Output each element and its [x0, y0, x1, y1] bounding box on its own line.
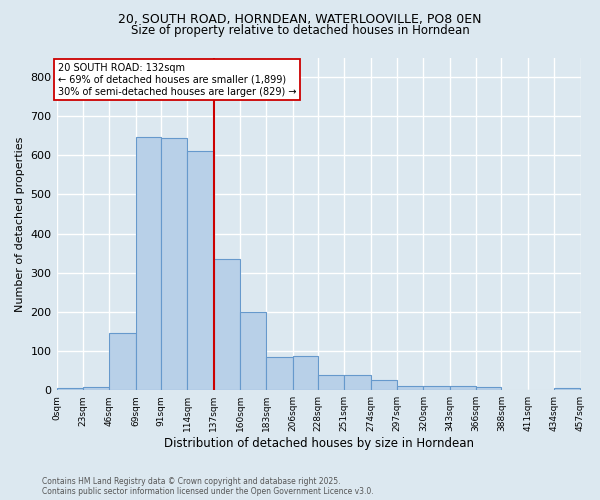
Bar [450, 386, 476, 390]
Bar [187, 150, 214, 390]
Bar [554, 388, 580, 390]
Text: 20 SOUTH ROAD: 132sqm
← 69% of detached houses are smaller (1,899)
30% of semi-d: 20 SOUTH ROAD: 132sqm ← 69% of detached … [58, 64, 296, 96]
Bar [344, 376, 371, 390]
Bar [293, 356, 318, 390]
X-axis label: Distribution of detached houses by size in Horndean: Distribution of detached houses by size … [164, 437, 473, 450]
Y-axis label: Number of detached properties: Number of detached properties [15, 136, 25, 312]
Bar [56, 388, 83, 390]
Bar [83, 387, 109, 390]
Bar [136, 136, 161, 390]
Text: Contains HM Land Registry data © Crown copyright and database right 2025.
Contai: Contains HM Land Registry data © Crown c… [42, 476, 374, 496]
Bar [214, 259, 240, 390]
Bar [161, 138, 187, 390]
Text: Size of property relative to detached houses in Horndean: Size of property relative to detached ho… [131, 24, 469, 37]
Bar [266, 357, 293, 390]
Text: 20, SOUTH ROAD, HORNDEAN, WATERLOOVILLE, PO8 0EN: 20, SOUTH ROAD, HORNDEAN, WATERLOOVILLE,… [118, 12, 482, 26]
Bar [424, 386, 450, 390]
Bar [109, 334, 136, 390]
Bar [476, 387, 502, 390]
Bar [397, 386, 424, 390]
Bar [371, 380, 397, 390]
Bar [240, 312, 266, 390]
Bar [318, 374, 344, 390]
